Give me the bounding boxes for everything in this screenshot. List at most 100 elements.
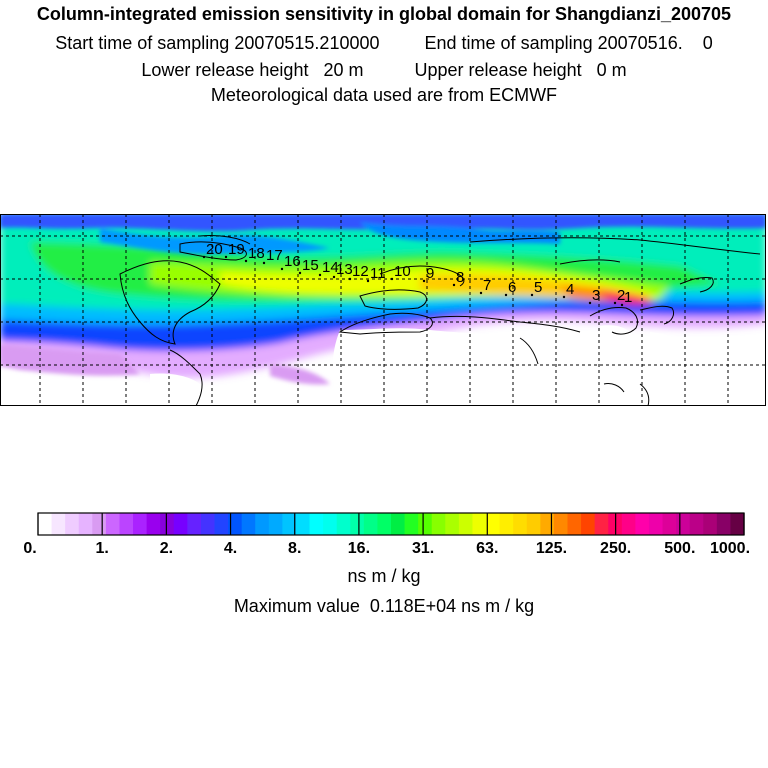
upper-release-label: Upper release height: [414, 60, 582, 80]
trajectory-point-14: [318, 273, 322, 277]
trajectory-point-19: [224, 255, 228, 259]
colorbar-cell: [567, 513, 582, 535]
trajectory-point-9: [422, 279, 426, 283]
colorbar-cell: [676, 513, 691, 535]
trajectory-point-13: [332, 275, 336, 279]
trajectory-label-17: 17: [266, 247, 283, 264]
colorbar-cell: [486, 513, 501, 535]
trajectory-label-10: 10: [394, 263, 411, 280]
colorbar: [37, 512, 745, 536]
trajectory-label-13: 13: [336, 261, 353, 278]
colorbar-tick-label: 31.: [411, 540, 435, 557]
trajectory-label-8: 8: [456, 269, 464, 286]
trajectory-point-5: [530, 293, 534, 297]
colorbar-cell: [391, 513, 406, 535]
trajectory-label-9: 9: [426, 265, 434, 282]
colorbar-cell: [716, 513, 732, 535]
trajectory-point-18: [244, 259, 248, 263]
colorbar-cell: [160, 513, 175, 535]
colorbar-cell: [133, 513, 148, 535]
colorbar-cell: [635, 513, 650, 535]
end-tail: 0: [702, 33, 713, 53]
colorbar-cell: [214, 513, 229, 535]
colorbar-tick-label: 125.: [535, 540, 568, 557]
colorbar-cell: [119, 513, 134, 535]
lat-lon-grid: [0, 214, 766, 406]
trajectory-point-20: [202, 255, 206, 259]
trajectory-label-7: 7: [483, 277, 491, 294]
trajectory-point-4: [562, 295, 566, 299]
colorbar-tick-label: 0.: [23, 540, 37, 557]
end-label: End time of sampling: [424, 33, 593, 53]
colorbar-tick-label: 500.: [664, 540, 696, 557]
trajectory-point-11: [366, 279, 370, 283]
colorbar-cell: [526, 513, 541, 535]
colorbar-cell: [377, 513, 392, 535]
colorbar-cell: [472, 513, 487, 535]
colorbar-cell: [445, 513, 460, 535]
maximum-value-line: Maximum value 0.118E+04 ns m / kg: [0, 596, 768, 617]
sampling-line: Start time of sampling 20070515.210000 E…: [0, 33, 768, 54]
colorbar-cell: [78, 513, 93, 535]
trajectory-label-11: 11: [370, 265, 386, 282]
colorbar-cell: [38, 513, 53, 535]
trajectory-label-18: 18: [248, 245, 265, 262]
colorbar-cell: [662, 513, 677, 535]
trajectory-label-12: 12: [352, 263, 369, 280]
colorbar-cell: [499, 513, 514, 535]
trajectory-label-19: 19: [228, 241, 245, 258]
trajectory-point-17: [262, 261, 266, 265]
start-value: 20070515.210000: [234, 33, 380, 53]
colorbar-tick-label: 16.: [347, 540, 371, 557]
upper-release-value: 0 m: [596, 60, 627, 80]
lower-release-label: Lower release height: [141, 60, 309, 80]
colorbar-cell: [241, 513, 256, 535]
colorbar-cell: [173, 513, 188, 535]
colorbar-cell: [295, 513, 311, 535]
colorbar-frame: [37, 512, 745, 536]
trajectory-point-12: [348, 277, 352, 281]
maximum-label: Maximum value: [233, 596, 360, 616]
page-title: Column-integrated emission sensitivity i…: [36, 4, 732, 24]
trajectory-label-5: 5: [534, 279, 542, 296]
trajectory-label-16: 16: [284, 253, 301, 270]
colorbar-tick-label: 250.: [600, 540, 632, 557]
colorbar-cell: [255, 513, 270, 535]
colorbar-tick-label: 4.: [223, 540, 238, 557]
map-frame: [0, 214, 766, 406]
trajectory-label-3: 3: [592, 287, 600, 304]
trajectory-label-4: 4: [566, 281, 574, 298]
colorbar-cell: [51, 513, 66, 535]
trajectory-point-8: [452, 283, 456, 287]
trajectory-point-2: [613, 301, 617, 305]
colorbar-cell: [431, 513, 446, 535]
end-value: 20070516.: [597, 33, 683, 53]
colorbar-tick-label: 1.: [95, 540, 109, 557]
trajectory-label-15: 15: [302, 257, 319, 274]
colorbar-cell: [703, 513, 718, 535]
colorbar-cell: [323, 513, 338, 535]
trajectory-label-2: 2: [617, 287, 625, 304]
no-data-regions: [150, 325, 730, 406]
trajectory-label-14: 14: [322, 259, 339, 276]
release-line: Lower release height 20 m Upper release …: [0, 60, 768, 81]
trajectory-point-15: [298, 271, 302, 275]
colorbar-cell: [418, 513, 433, 535]
colorbar-cell: [309, 513, 324, 535]
colorbar-cell: [187, 513, 202, 535]
colorbar-tick-label: 2.: [159, 540, 174, 557]
colorbar-cell: [540, 513, 555, 535]
colorbar-cell: [594, 513, 609, 535]
trajectory-label-1: 1: [624, 289, 632, 306]
colorbar-cell: [513, 513, 528, 535]
colorbar-tick-label: 1000.: [709, 540, 751, 557]
colorbar-cell: [336, 513, 351, 535]
colorbar-cell: [282, 513, 297, 535]
colorbar-cell: [581, 513, 596, 535]
colorbar-tick-label: 63.: [476, 540, 499, 557]
colorbar-tick-label: 8.: [288, 540, 302, 557]
trajectory-point-3: [588, 301, 592, 305]
meteo-line: Meteorological data used are from ECMWF: [210, 85, 558, 105]
maximum-value: 0.118E+04: [369, 596, 457, 616]
